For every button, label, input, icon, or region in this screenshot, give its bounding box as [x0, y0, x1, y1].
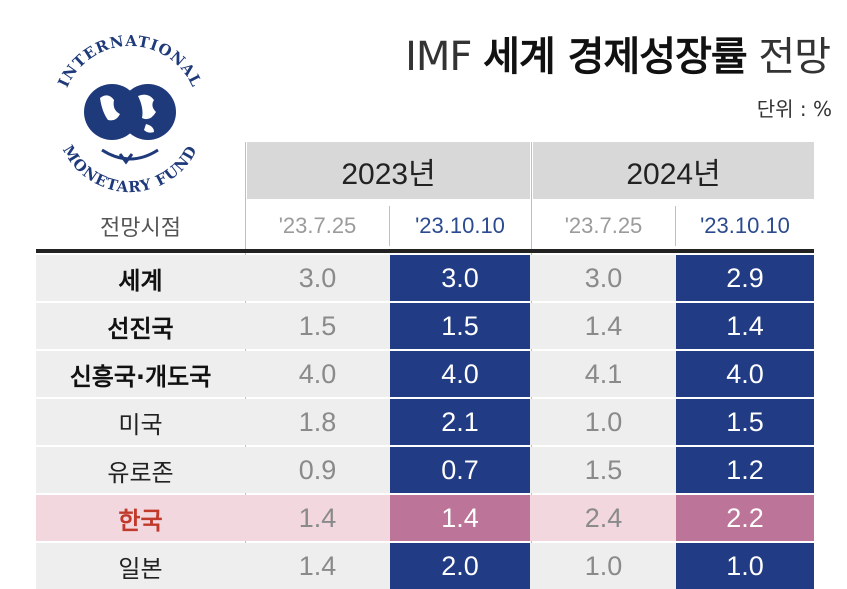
table-cell: 2.0 [390, 543, 530, 589]
row-label: 신흥국·개도국 [69, 362, 212, 391]
table-cell: 1.4 [298, 550, 337, 581]
table-cell: 1.4 [390, 495, 530, 541]
date-2024-new: '23.10.10 [700, 213, 790, 238]
table-cell: 1.4 [676, 303, 814, 349]
table-cell: 3.0 [584, 262, 623, 293]
unit-label: 단위 : % [756, 97, 832, 121]
table-cell: 1.0 [584, 406, 623, 437]
title-block: IMF 세계 경제성장률 전망 [360, 24, 831, 82]
date-2023-old: '23.7.25 [278, 213, 357, 238]
table-cell: 1.0 [676, 543, 814, 589]
title-prefix: IMF [405, 34, 472, 80]
title-suffix: 전망 [758, 34, 831, 80]
row-label: 한국 [118, 506, 163, 535]
table-cell: 3.0 [390, 255, 530, 301]
title-main: 세계 경제성장률 [483, 34, 748, 80]
table-cell: 1.5 [390, 303, 530, 349]
forecast-point-label: 전망시점 [100, 216, 181, 241]
table-cell: 1.4 [584, 310, 623, 341]
imf-logo: INTERNATIONAL MONETARY FUND [54, 32, 205, 196]
divider-date-2024 [675, 206, 676, 246]
table-cell: 0.7 [390, 447, 530, 493]
logo-top-text: INTERNATIONAL [54, 32, 204, 90]
page-title: IMF 세계 경제성장률 전망 [360, 24, 831, 82]
table-cell: 2.9 [676, 255, 814, 301]
table-cell: 4.0 [676, 351, 814, 397]
row-label: 선진국 [107, 314, 174, 343]
table-cell: 0.9 [298, 454, 337, 485]
row-label: 세계 [118, 266, 163, 295]
globe-icon [84, 84, 176, 140]
table-cell: 1.0 [584, 550, 623, 581]
svg-text:INTERNATIONAL: INTERNATIONAL [54, 32, 205, 90]
year-header-2024: 2024년 [533, 142, 814, 199]
table-cell: 4.0 [298, 358, 337, 389]
date-2023-new: '23.10.10 [415, 213, 505, 238]
row-label: 유로존 [107, 458, 174, 487]
table-cell: 2.1 [390, 399, 530, 445]
table-cell: 1.4 [298, 502, 337, 533]
svg-text:MONETARY FUND: MONETARY FUND [59, 142, 201, 196]
table-cell: 1.8 [298, 406, 337, 437]
logo-bottom-text: MONETARY FUND [59, 142, 200, 196]
table-cell: 1.2 [676, 447, 814, 493]
table-cell: 4.0 [390, 351, 530, 397]
row-label: 일본 [118, 554, 163, 583]
row-label: 미국 [118, 410, 163, 439]
year-header-2023: 2023년 [247, 142, 530, 199]
table-cell: 2.4 [584, 502, 623, 533]
table-cell: 2.2 [676, 495, 814, 541]
table-top-rule [36, 249, 814, 253]
table-cell: 4.1 [584, 358, 623, 389]
divider-date-2023 [389, 206, 390, 246]
table-cell: 1.5 [298, 310, 337, 341]
table-cell: 1.5 [584, 454, 623, 485]
date-2024-old: '23.7.25 [564, 213, 643, 238]
table-cell: 3.0 [298, 262, 337, 293]
table-cell: 1.5 [676, 399, 814, 445]
